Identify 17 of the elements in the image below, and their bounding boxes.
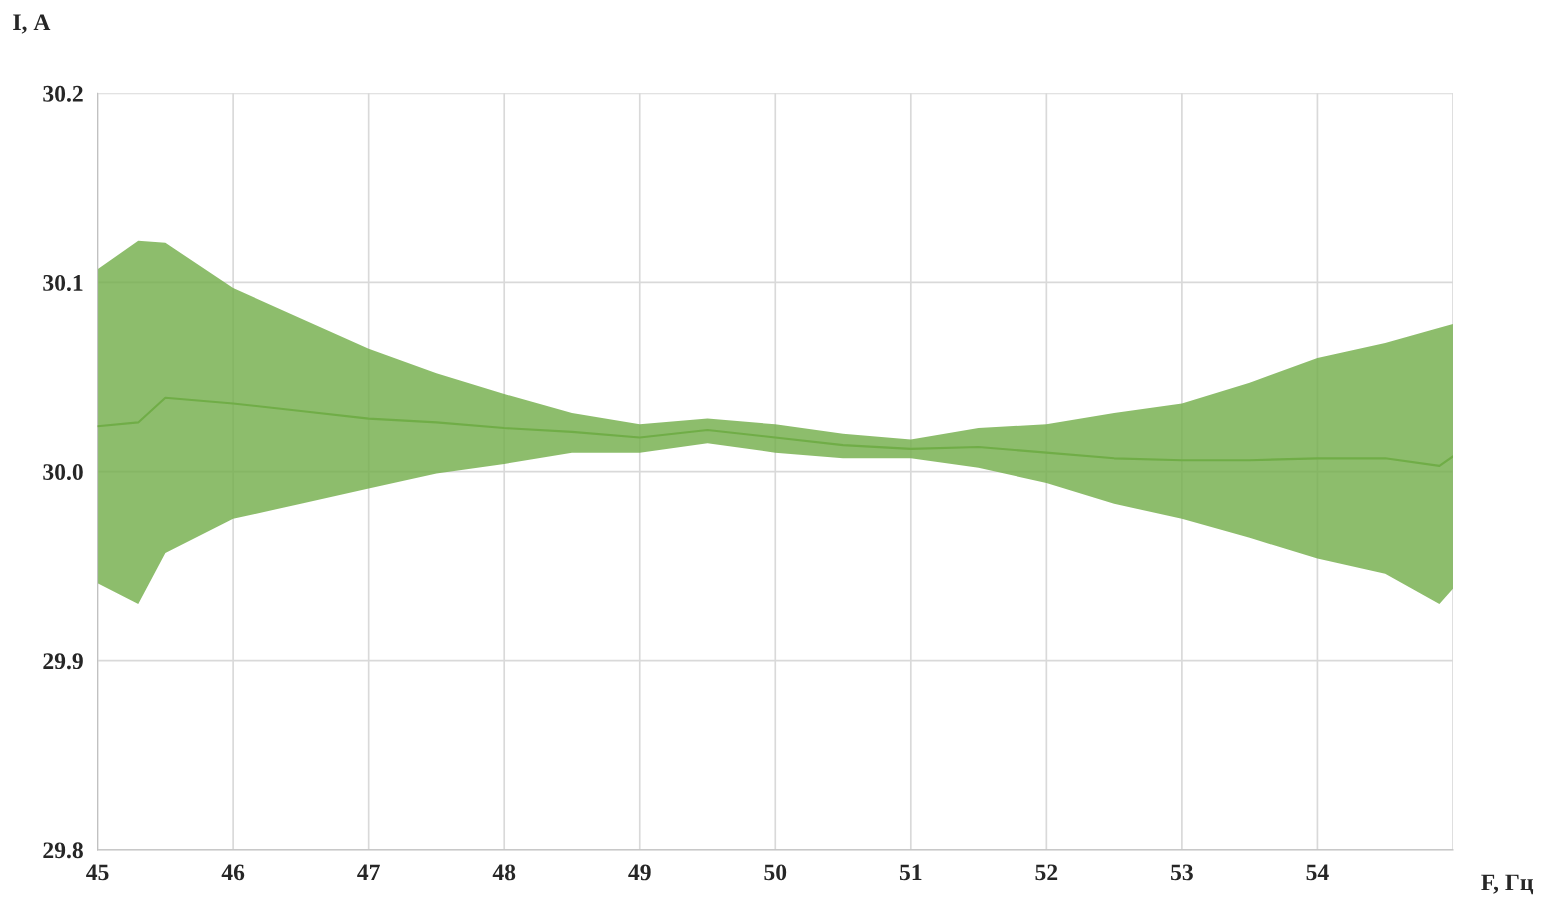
x-tick-label: 51	[899, 864, 922, 881]
y-tick-label: 29.8	[43, 842, 83, 859]
x-tick-label: 47	[357, 864, 380, 881]
x-tick-label: 46	[221, 864, 245, 881]
x-tick-label: 53	[1171, 864, 1193, 881]
x-tick-label: 50	[764, 864, 787, 881]
y-tick-label: 30.2	[43, 85, 83, 102]
x-tick-label: 45	[86, 864, 109, 881]
x-axis-title: F, Гц	[1481, 874, 1534, 895]
y-tick-label: 30.0	[43, 464, 83, 481]
y-tick-label: 30.1	[43, 274, 83, 291]
y-axis-title: I, А	[13, 14, 51, 34]
x-tick-label: 48	[492, 864, 516, 881]
y-tick-label: 29.9	[43, 653, 83, 670]
x-tick-label: 54	[1306, 864, 1329, 881]
x-tick-label: 52	[1035, 864, 1058, 881]
x-tick-label: 49	[628, 864, 651, 881]
